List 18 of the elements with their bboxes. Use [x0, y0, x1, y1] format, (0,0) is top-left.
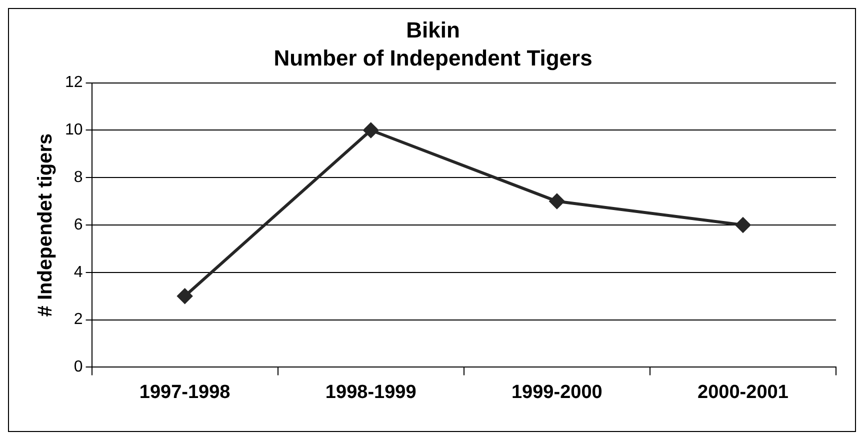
point: [549, 194, 564, 209]
x-tick-label: 2000-2001: [698, 382, 789, 403]
y-tick-label: 2: [74, 311, 83, 328]
point: [363, 122, 378, 138]
x-tick-label: 1997-1998: [139, 382, 230, 403]
y-tick-label: 4: [74, 264, 83, 281]
y-tick-label: 10: [65, 122, 83, 139]
y-tick-label: 0: [74, 358, 83, 376]
y-tick-label: 8: [74, 169, 83, 186]
x-tick-label: 1998-1999: [325, 382, 416, 403]
y-tick-label: 12: [65, 74, 83, 92]
chart-title: Bikin: [406, 17, 460, 42]
chart-subtitle: Number of Independent Tigers: [274, 46, 592, 71]
y-axis-title: # Independet tigers: [34, 133, 57, 317]
point: [735, 218, 750, 232]
y-tick-label: 6: [74, 216, 83, 234]
x-tick-label: 1999-2000: [511, 382, 602, 403]
point: [177, 288, 192, 304]
